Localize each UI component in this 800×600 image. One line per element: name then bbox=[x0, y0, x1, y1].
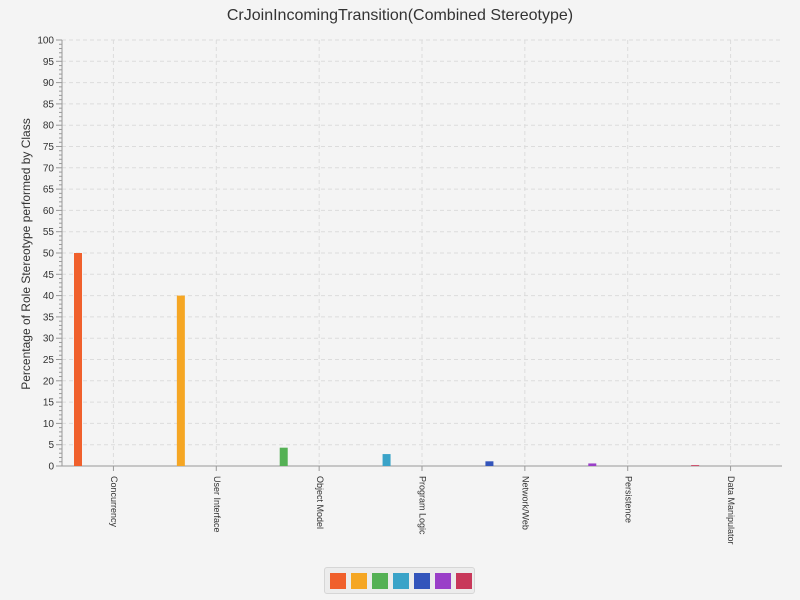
y-tick-label: 20 bbox=[43, 376, 55, 387]
x-tick-label: User Interface bbox=[212, 476, 222, 533]
y-tick-label: 50 bbox=[43, 249, 55, 260]
y-tick-label: 90 bbox=[43, 78, 55, 89]
legend-swatch-persistence[interactable] bbox=[435, 573, 451, 589]
y-tick-label: 10 bbox=[43, 419, 55, 430]
legend-swatch-program-logic[interactable] bbox=[393, 573, 409, 589]
x-tick-label: Object Model bbox=[315, 476, 325, 529]
bar-persistence bbox=[588, 463, 597, 466]
y-tick-label: 100 bbox=[37, 36, 54, 47]
x-tick-label: Persistence bbox=[623, 476, 633, 523]
bar-program-logic bbox=[382, 454, 391, 466]
legend-swatch-object-model[interactable] bbox=[372, 573, 388, 589]
y-tick-label: 5 bbox=[48, 440, 54, 451]
y-tick-label: 95 bbox=[43, 57, 55, 68]
y-tick-label: 0 bbox=[48, 462, 54, 473]
bar-user-interface bbox=[176, 295, 185, 466]
y-tick-label: 75 bbox=[43, 142, 55, 153]
bar-object-model bbox=[279, 447, 288, 466]
y-tick-label: 35 bbox=[43, 312, 55, 323]
y-tick-label: 65 bbox=[43, 185, 55, 196]
x-tick-label: Program Logic bbox=[418, 476, 428, 535]
y-tick-label: 70 bbox=[43, 163, 55, 174]
x-tick-label: Network/Web bbox=[520, 476, 530, 530]
legend-swatch-concurrency[interactable] bbox=[330, 573, 346, 589]
bar-concurrency bbox=[74, 253, 82, 466]
y-tick-label: 60 bbox=[43, 206, 55, 217]
x-tick-label: Concurrency bbox=[109, 476, 119, 528]
y-tick-label: 45 bbox=[43, 270, 55, 281]
bar-data-manipulator bbox=[691, 465, 700, 466]
legend bbox=[324, 567, 475, 594]
y-tick-label: 15 bbox=[43, 398, 55, 409]
bar-network-web bbox=[485, 461, 494, 466]
x-tick-label: Data Manipulator bbox=[726, 476, 736, 545]
legend-swatch-network-web[interactable] bbox=[414, 573, 430, 589]
y-tick-label: 30 bbox=[43, 334, 55, 345]
legend-swatch-user-interface[interactable] bbox=[351, 573, 367, 589]
y-tick-label: 80 bbox=[43, 121, 55, 132]
legend-swatch-data-manipulator[interactable] bbox=[456, 573, 472, 589]
chart-title: CrJoinIncomingTransition(Combined Stereo… bbox=[226, 7, 574, 24]
y-tick-label: 25 bbox=[43, 355, 55, 366]
y-tick-label: 85 bbox=[43, 99, 55, 110]
y-tick-label: 40 bbox=[43, 291, 55, 302]
y-tick-label: 55 bbox=[43, 227, 55, 238]
